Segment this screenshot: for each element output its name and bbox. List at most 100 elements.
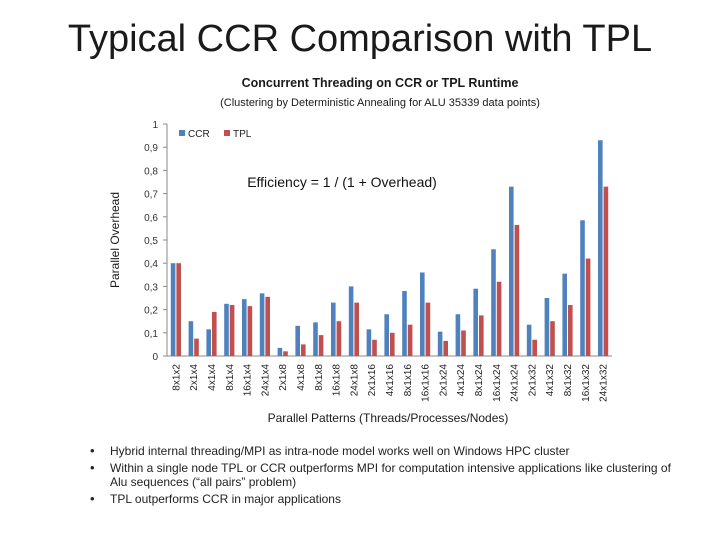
bar-ccr-16x1x24 (491, 249, 496, 356)
bar-ccr-8x1x4 (224, 303, 229, 356)
bar-tpl-4x1x8 (301, 344, 306, 356)
x-tick-label: 2x1x8 (278, 364, 289, 391)
y-tick-label: 0,7 (144, 190, 158, 201)
bar-tpl-4x1x32 (550, 321, 555, 356)
bar-ccr-2x1x32 (526, 324, 532, 356)
x-tick-label: 4x1x32 (545, 364, 556, 397)
bar-ccr-4x1x24 (455, 314, 461, 356)
bar-tpl-8x1x16 (407, 324, 413, 356)
x-tick-label: 8x1x32 (563, 364, 574, 397)
bar-tpl-24x1x24 (514, 224, 520, 356)
bar-ccr-16x1x16 (420, 272, 425, 356)
x-tick-label: 2x1x4 (189, 364, 200, 391)
x-tick-label: 16x1x24 (492, 364, 503, 402)
bullet-list: Hybrid internal threading/MPI as intra-n… (88, 444, 688, 509)
bar-ccr-4x1x8 (295, 325, 300, 356)
x-tick-label: 8x1x16 (403, 364, 414, 397)
legend-swatch-ccr (179, 130, 185, 136)
y-tick-label: 0,5 (144, 236, 158, 247)
x-tick-label: 8x1x24 (474, 364, 485, 397)
bar-ccr-2x1x24 (437, 331, 443, 356)
x-tick-label: 2x1x24 (438, 364, 449, 397)
bar-tpl-16x1x4 (247, 306, 253, 356)
x-tick-label: 16x1x32 (581, 364, 592, 402)
x-tick-label: 24x1x24 (510, 364, 521, 402)
bar-tpl-8x1x24 (479, 315, 484, 356)
x-tick-label: 16x1x8 (332, 364, 343, 397)
x-tick-label: 8x1x2 (171, 364, 182, 391)
bar-tpl-24x1x32 (603, 186, 609, 356)
bar-tpl-2x1x16 (372, 339, 377, 356)
chart-title: Concurrent Threading on CCR or TPL Runti… (242, 76, 519, 90)
bar-ccr-24x1x8 (348, 286, 354, 356)
bar-tpl-2x1x24 (443, 340, 448, 356)
x-tick-label: 2x1x32 (527, 364, 538, 397)
y-axis-title: Parallel Overhead (108, 192, 122, 288)
bar-ccr-16x1x32 (580, 220, 585, 356)
bar-ccr-2x1x8 (277, 347, 283, 356)
x-tick-label: 8x1x8 (314, 364, 325, 391)
bar-ccr-4x1x16 (384, 314, 389, 356)
bar-ccr-8x1x24 (473, 288, 478, 356)
bar-tpl-8x1x8 (318, 335, 324, 356)
legend-label-ccr: CCR (188, 129, 210, 140)
y-tick-label: 0 (152, 352, 158, 363)
x-tick-label: 4x1x16 (385, 364, 396, 397)
bar-ccr-8x1x32 (562, 273, 567, 356)
bullet-item: Within a single node TPL or CCR outperfo… (88, 461, 688, 489)
bar-ccr-4x1x32 (544, 298, 550, 356)
bar-ccr-24x1x4 (259, 293, 265, 356)
bar-ccr-8x1x8 (313, 322, 318, 356)
bar-tpl-8x1x32 (568, 304, 573, 356)
x-tick-label: 24x1x8 (349, 364, 360, 397)
y-tick-label: 0,6 (144, 213, 158, 224)
y-tick-label: 1 (152, 120, 158, 131)
x-tick-label: 4x1x24 (456, 364, 467, 397)
bullet-item: Hybrid internal threading/MPI as intra-n… (88, 444, 688, 458)
y-tick-label: 0,9 (144, 143, 158, 154)
bar-tpl-8x1x4 (229, 304, 235, 356)
legend-label-tpl: TPL (233, 129, 252, 140)
x-tick-label: 24x1x4 (260, 364, 271, 397)
bar-tpl-16x1x16 (425, 302, 431, 356)
bar-ccr-2x1x16 (366, 329, 372, 356)
bar-tpl-24x1x8 (354, 302, 359, 356)
x-tick-label: 16x1x4 (243, 364, 254, 397)
bar-tpl-16x1x24 (496, 281, 502, 356)
bar-tpl-4x1x4 (212, 311, 217, 356)
bar-tpl-24x1x4 (265, 296, 270, 356)
bar-ccr-2x1x4 (188, 321, 194, 356)
bar-tpl-4x1x16 (390, 332, 395, 356)
bar-ccr-8x1x16 (402, 291, 407, 356)
bar-tpl-16x1x32 (585, 258, 591, 356)
x-tick-label: 24x1x32 (599, 364, 610, 402)
bar-ccr-24x1x24 (509, 186, 514, 356)
bar-tpl-2x1x8 (283, 351, 288, 356)
x-tick-label: 4x1x8 (296, 364, 307, 391)
bar-tpl-2x1x32 (532, 339, 537, 356)
bullet-item: TPL outperforms CCR in major application… (88, 492, 688, 506)
y-tick-label: 0,2 (144, 306, 158, 317)
x-tick-label: 8x1x4 (225, 364, 236, 391)
bar-tpl-2x1x4 (194, 338, 199, 356)
y-tick-label: 0,1 (144, 329, 158, 340)
chart-subtitle: (Clustering by Deterministic Annealing f… (220, 97, 540, 109)
legend-swatch-tpl (224, 130, 230, 136)
bar-tpl-16x1x8 (336, 321, 342, 356)
x-tick-label: 4x1x4 (207, 364, 218, 391)
bar-ccr-24x1x32 (598, 140, 603, 356)
y-tick-label: 0,3 (144, 282, 158, 293)
y-tick-label: 0,4 (144, 259, 158, 270)
y-tick-label: 0,8 (144, 166, 158, 177)
bar-tpl-4x1x24 (461, 330, 466, 356)
x-tick-label: 2x1x16 (367, 364, 378, 397)
bar-ccr-8x1x2 (170, 263, 176, 356)
x-axis-title: Parallel Patterns (Threads/Processes/Nod… (268, 411, 509, 425)
bar-ccr-4x1x4 (206, 329, 211, 356)
bar-ccr-16x1x8 (331, 302, 336, 356)
efficiency-annotation: Efficiency = 1 / (1 + Overhead) (247, 174, 437, 190)
bar-tpl-8x1x2 (176, 263, 181, 356)
overhead-bar-chart: Concurrent Threading on CCR or TPL Runti… (108, 76, 612, 425)
slide-title: Typical CCR Comparison with TPL (67, 18, 653, 60)
bar-ccr-16x1x4 (242, 299, 247, 356)
